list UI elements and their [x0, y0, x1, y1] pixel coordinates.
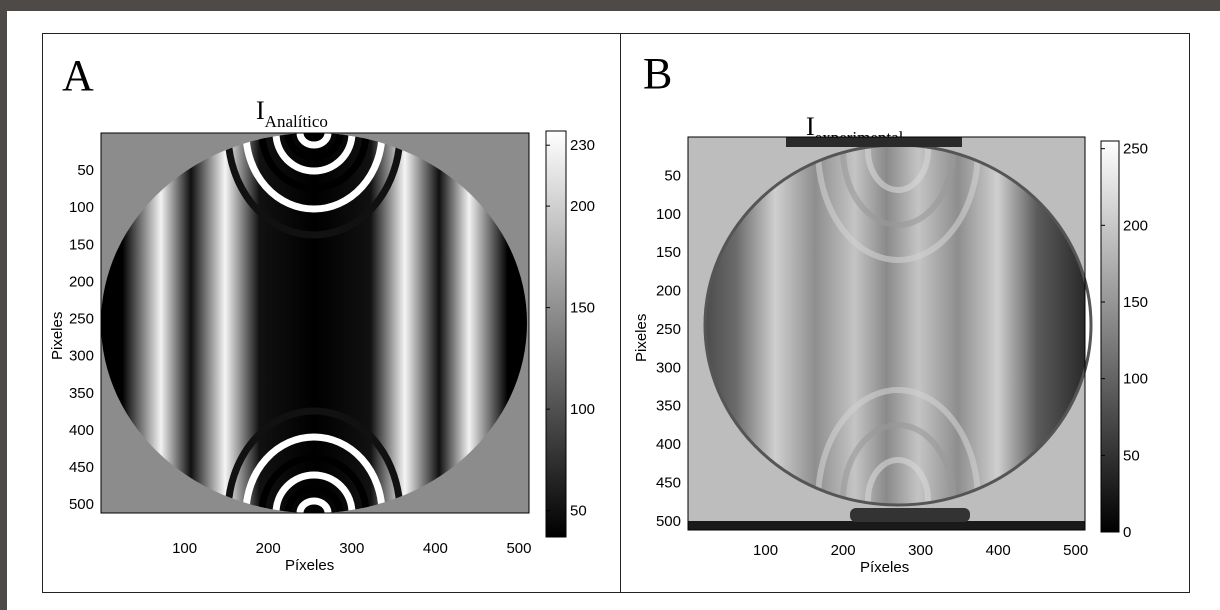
panel-b-xtick-label: 200: [831, 542, 856, 559]
panel-b-colorbar-tick-label: 200: [1123, 217, 1148, 234]
top-border-bar: [0, 0, 1220, 11]
panel-a-ytick-label: 50: [77, 162, 94, 179]
panel-b-ytick-label: 400: [656, 436, 681, 453]
panel-a-plot: 50 100 150 200 250 300 350 400 450 500 100 200 300 4…: [49, 130, 595, 574]
panel-a-colorbar: [545, 130, 567, 538]
panel-b-xtick-label: 400: [986, 542, 1011, 559]
panel-a-colorbar-tick-label: 100: [570, 401, 595, 418]
panel-b-letter: B: [643, 49, 673, 98]
panel-a-letter: A: [62, 51, 94, 100]
panel-a-xtick-label: 200: [256, 540, 281, 557]
panel-b-ylabel: Pixeles: [633, 314, 650, 362]
panel-b-ytick-label: 450: [656, 474, 681, 491]
panel-divider: [620, 33, 621, 593]
panel-a-ylabel: Pixeles: [49, 312, 66, 360]
panel-b-ytick-label: 50: [664, 167, 681, 184]
panel-b-ytick-label: 150: [656, 244, 681, 261]
panel-a-xlabel: Píxeles: [285, 557, 334, 574]
panel-a-colorbar-tick-label: 150: [570, 300, 595, 317]
panel-a-colorbar-ticks: 230 200 150 100 50: [546, 137, 595, 520]
panel-a-xtick-label: 100: [172, 540, 197, 557]
panel-b-title-main: I: [806, 112, 815, 141]
panel-b-xtick-label: 500: [1063, 542, 1088, 559]
panel-a-ytick-label: 400: [69, 422, 94, 439]
panel-b-bottom-load-block: [850, 508, 970, 522]
panel-b-colorbar-tick-label: 50: [1123, 447, 1140, 464]
panel-a-ytick-label: 150: [69, 236, 94, 253]
panel-b-xtick-label: 300: [908, 542, 933, 559]
panel-b-ytick-label: 100: [656, 206, 681, 223]
panel-a-ytick-label: 300: [69, 348, 94, 365]
panel-a-title-sub: Analítico: [264, 112, 328, 131]
panel-a-title-main: I: [256, 96, 265, 125]
panel-a-yticks: 50 100 150 200 250 300 350 400 450 500: [69, 162, 94, 513]
left-border-bar: [0, 0, 7, 610]
panel-b-xtick-label: 100: [753, 542, 778, 559]
panel-a-xtick-label: 400: [423, 540, 448, 557]
panel-b-ytick-label: 250: [656, 321, 681, 338]
panel-a-colorbar-tick-label: 230: [570, 137, 595, 154]
panel-b-bottom-base: [688, 521, 1085, 530]
panel-b-yticks: 50 100 150 200 250 300 350 400 450 500: [656, 167, 681, 529]
panel-a-ytick-label: 250: [69, 311, 94, 328]
panel-b-ytick-label: 350: [656, 398, 681, 415]
panel-b-colorbar-tick-label: 250: [1123, 141, 1148, 158]
panel-b-colorbar-tick-label: 0: [1123, 524, 1131, 541]
panel-a-fringe-pattern: [101, 133, 527, 513]
panel-b-ytick-label: 500: [656, 513, 681, 530]
panel-b-colorbar-tick-label: 150: [1123, 294, 1148, 311]
panel-a-xticks: 100 200 300 400 500: [172, 540, 531, 557]
panel-b-xlabel: Píxeles: [860, 559, 909, 576]
panel-b-xticks: 100 200 300 400 500: [753, 542, 1088, 559]
panel-b-colorbar: [1100, 140, 1120, 533]
panel-a-ytick-label: 500: [69, 496, 94, 513]
panel-a-ytick-label: 200: [69, 273, 94, 290]
panel-a-colorbar-tick-label: 50: [570, 503, 587, 520]
panel-b-axes-box: [687, 136, 1086, 531]
panel-b-colorbar-tick-label: 100: [1123, 371, 1148, 388]
panel-a-title: IAnalítico: [256, 96, 328, 132]
panel-b-ytick-label: 200: [656, 283, 681, 300]
panel-a-xtick-label: 300: [339, 540, 364, 557]
panel-b-ytick-label: 300: [656, 359, 681, 376]
panel-a-ytick-label: 350: [69, 385, 94, 402]
panel-a-axes-box: [100, 132, 530, 514]
panel-a-xtick-label: 500: [506, 540, 531, 557]
panel-a-colorbar-tick-label: 200: [570, 198, 595, 215]
panel-a-ytick-label: 100: [69, 199, 94, 216]
panel-b-colorbar-ticks: 250 200 150 100 50 0: [1101, 141, 1148, 541]
panel-b-top-load-block: [786, 137, 962, 147]
panel-a-ytick-label: 450: [69, 459, 94, 476]
